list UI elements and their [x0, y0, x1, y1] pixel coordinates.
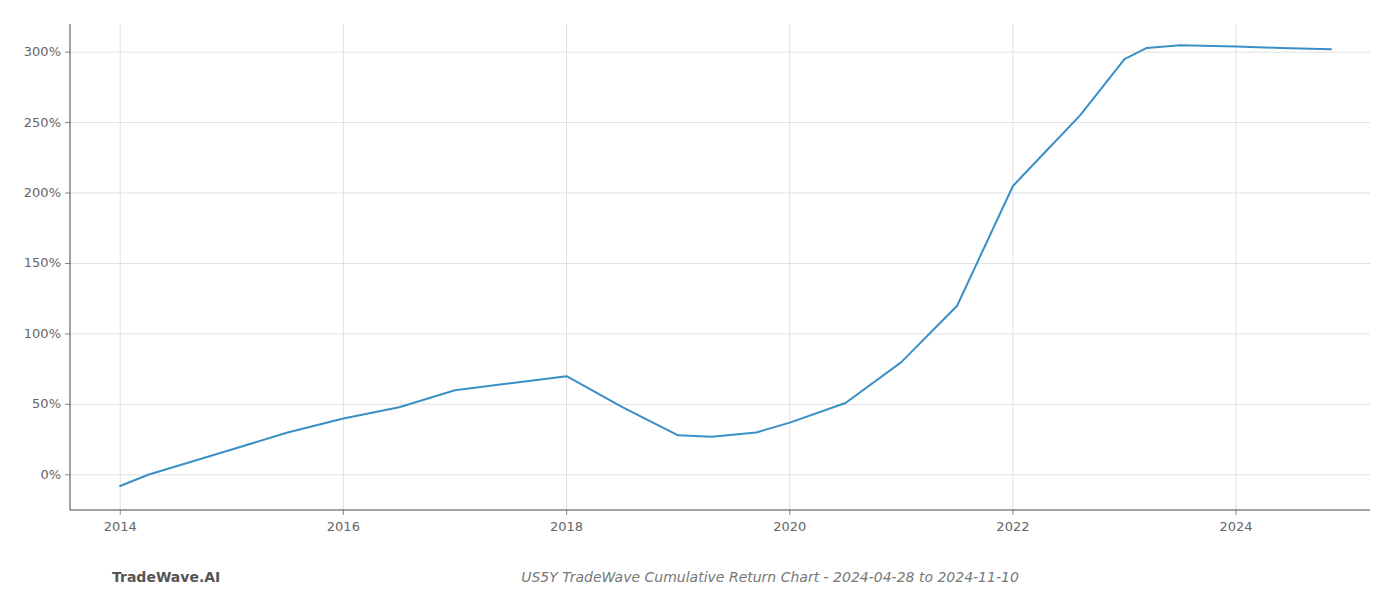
watermark: TradeWave.AI [112, 569, 220, 585]
x-axis-line [70, 510, 1370, 511]
y-grid-line [70, 474, 1370, 475]
y-tick-label: 50% [32, 396, 61, 411]
x-tick-label: 2014 [104, 519, 137, 534]
x-grid-line [1236, 24, 1237, 510]
x-tick-label: 2024 [1220, 519, 1253, 534]
y-tick-label: 150% [24, 255, 61, 270]
x-tick [1012, 510, 1013, 515]
y-tick [65, 122, 70, 123]
y-tick [65, 404, 70, 405]
y-tick-label: 0% [40, 467, 61, 482]
y-grid-line [70, 52, 1370, 53]
x-tick [566, 510, 567, 515]
y-tick [65, 193, 70, 194]
y-tick [65, 263, 70, 264]
x-tick [1236, 510, 1237, 515]
x-tick [789, 510, 790, 515]
y-tick [65, 52, 70, 53]
y-tick [65, 333, 70, 334]
x-grid-line [120, 24, 121, 510]
y-tick [65, 474, 70, 475]
x-tick [120, 510, 121, 515]
y-grid-line [70, 263, 1370, 264]
grid [70, 24, 1370, 510]
line-series [120, 45, 1331, 486]
y-grid-line [70, 333, 1370, 334]
x-grid-line [1012, 24, 1013, 510]
title: US5Y TradeWave Cumulative Return Chart -… [521, 569, 1019, 585]
texts: TradeWave.AI US5Y TradeWave Cumulative Re… [112, 569, 1019, 585]
y-grid-line [70, 404, 1370, 405]
y-grid-line [70, 193, 1370, 194]
y-tick-label: 250% [24, 115, 61, 130]
axes: 0% 50% 100% 150% 200% 250% 300% 2014 2016 2018 202… [24, 24, 1370, 534]
y-tick-label: 200% [24, 185, 61, 200]
x-tick-label: 2022 [996, 519, 1029, 534]
x-tick-label: 2018 [550, 519, 583, 534]
x-grid-line [789, 24, 790, 510]
x-grid-line [343, 24, 344, 510]
x-tick [343, 510, 344, 515]
y-tick-label: 300% [24, 44, 61, 59]
y-grid-line [70, 122, 1370, 123]
plot-area [120, 45, 1331, 486]
y-axis-line [70, 24, 71, 510]
x-tick-label: 2016 [327, 519, 360, 534]
x-grid-line [566, 24, 567, 510]
y-tick-label: 100% [24, 326, 61, 341]
x-tick-label: 2020 [773, 519, 806, 534]
chart: 0% 50% 100% 150% 200% 250% 300% 2014 2016 2018 202… [0, 0, 1400, 600]
